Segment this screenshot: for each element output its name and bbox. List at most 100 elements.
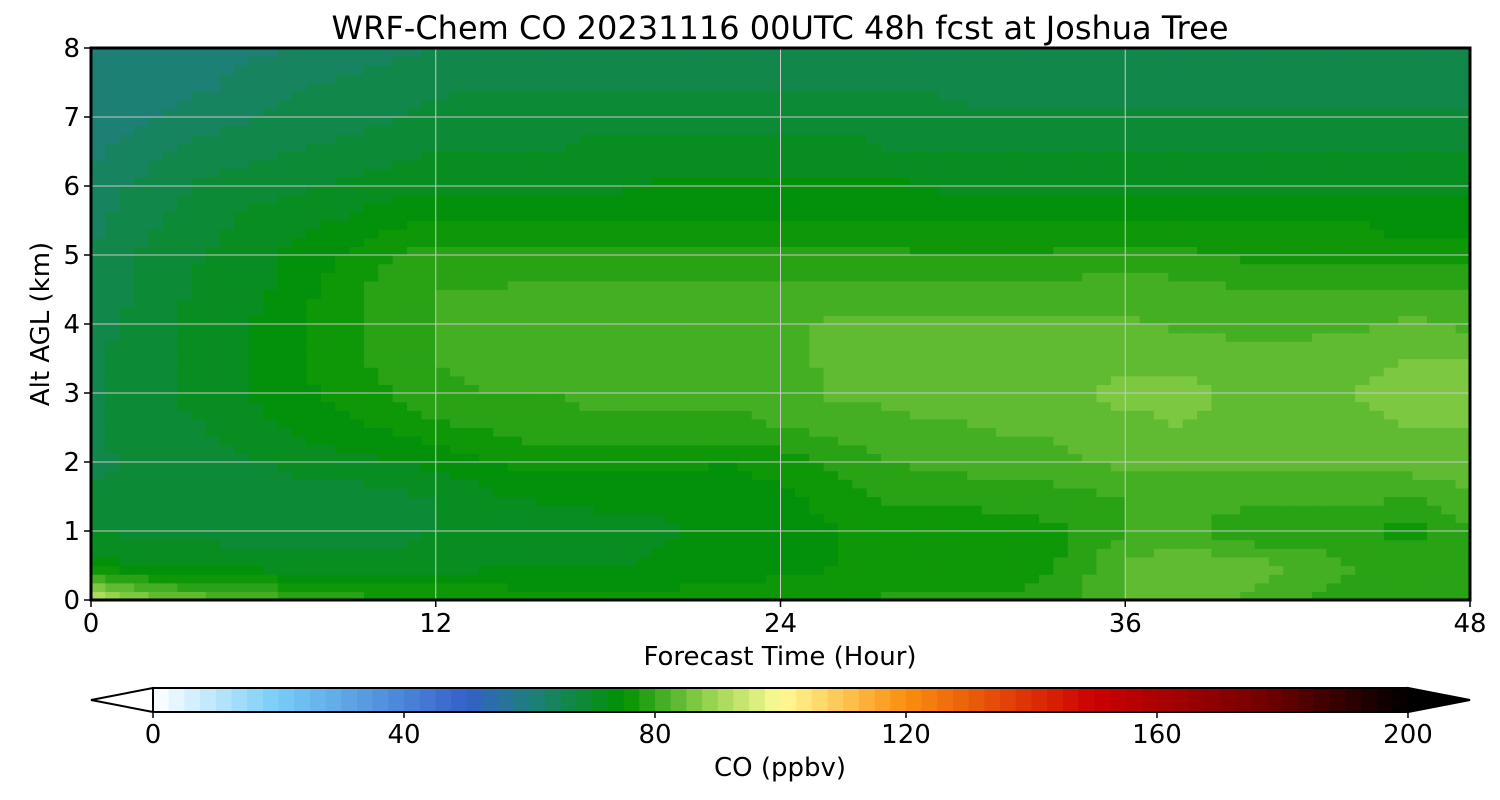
field-cell: [996, 333, 1011, 342]
field-cell: [910, 324, 925, 333]
field-cell: [953, 436, 968, 445]
field-cell: [680, 574, 695, 583]
field-cell: [852, 488, 867, 497]
field-cell: [220, 333, 235, 342]
field-cell: [177, 445, 192, 454]
field-cell: [249, 462, 264, 471]
field-cell: [867, 514, 882, 523]
field-cell: [982, 221, 997, 230]
field-cell: [1183, 514, 1198, 523]
field-cell: [781, 264, 796, 273]
field-cell: [1211, 436, 1226, 445]
field-cell: [1240, 186, 1255, 195]
field-cell: [881, 583, 896, 592]
field-cell: [1010, 436, 1025, 445]
field-cell: [982, 160, 997, 169]
field-cell: [1053, 307, 1068, 316]
field-cell: [378, 333, 393, 342]
field-cell: [737, 522, 752, 531]
field-cell: [1413, 264, 1428, 273]
field-cell: [508, 566, 523, 575]
field-cell: [637, 488, 652, 497]
field-cell: [120, 272, 135, 281]
field-cell: [120, 160, 135, 169]
field-cell: [996, 548, 1011, 557]
field-cell: [1010, 177, 1025, 186]
field-cell: [565, 195, 580, 204]
field-cell: [924, 315, 939, 324]
field-cell: [134, 350, 149, 359]
field-cell: [910, 238, 925, 247]
field-cell: [737, 557, 752, 566]
field-cell: [996, 471, 1011, 480]
field-cell: [1010, 333, 1025, 342]
field-cell: [924, 393, 939, 402]
field-cell: [364, 367, 379, 376]
field-cell: [996, 583, 1011, 592]
field-cell: [565, 272, 580, 281]
field-cell: [809, 359, 824, 368]
field-cell: [163, 419, 178, 428]
field-cell: [220, 152, 235, 161]
field-cell: [1413, 393, 1428, 402]
field-cell: [134, 522, 149, 531]
field-cell: [350, 341, 365, 350]
field-cell: [838, 333, 853, 342]
field-cell: [809, 246, 824, 255]
field-cell: [1197, 272, 1212, 281]
field-cell: [967, 566, 982, 575]
field-cell: [867, 359, 882, 368]
field-cell: [407, 350, 422, 359]
field-cell: [996, 341, 1011, 350]
field-cell: [134, 229, 149, 238]
field-cell: [450, 462, 465, 471]
field-cell: [120, 246, 135, 255]
field-cell: [1025, 152, 1040, 161]
field-cell: [134, 548, 149, 557]
field-cell: [1283, 445, 1298, 454]
field-cell: [953, 272, 968, 281]
field-cell: [1398, 453, 1413, 462]
field-cell: [1240, 255, 1255, 264]
field-cell: [1168, 350, 1183, 359]
field-cell: [637, 272, 652, 281]
field-cell: [177, 410, 192, 419]
field-cell: [91, 436, 106, 445]
field-cell: [235, 393, 250, 402]
field-cell: [1068, 272, 1083, 281]
field-cell: [1183, 264, 1198, 273]
field-cell: [1226, 298, 1241, 307]
field-cell: [1326, 238, 1341, 247]
field-cell: [235, 488, 250, 497]
field-cell: [1283, 453, 1298, 462]
field-cell: [105, 505, 120, 514]
field-cell: [1312, 221, 1327, 230]
field-cell: [450, 583, 465, 592]
field-cell: [895, 436, 910, 445]
field-cell: [637, 212, 652, 221]
field-cell: [910, 557, 925, 566]
field-cell: [795, 410, 810, 419]
field-cell: [881, 264, 896, 273]
field-cell: [1269, 419, 1284, 428]
field-cell: [1269, 324, 1284, 333]
field-cell: [263, 410, 278, 419]
field-cell: [637, 574, 652, 583]
field-cell: [536, 497, 551, 506]
field-cell: [795, 152, 810, 161]
field-cell: [479, 307, 494, 316]
field-cell: [508, 246, 523, 255]
field-cell: [464, 367, 479, 376]
field-cell: [867, 203, 882, 212]
field-cell: [1456, 488, 1471, 497]
field-cell: [1197, 531, 1212, 540]
field-cell: [1441, 195, 1456, 204]
field-cell: [220, 160, 235, 169]
field-cell: [148, 497, 163, 506]
field-cell: [1341, 203, 1356, 212]
field-cell: [982, 298, 997, 307]
field-cell: [364, 307, 379, 316]
field-cell: [1197, 488, 1212, 497]
field-cell: [723, 195, 738, 204]
field-cell: [263, 186, 278, 195]
